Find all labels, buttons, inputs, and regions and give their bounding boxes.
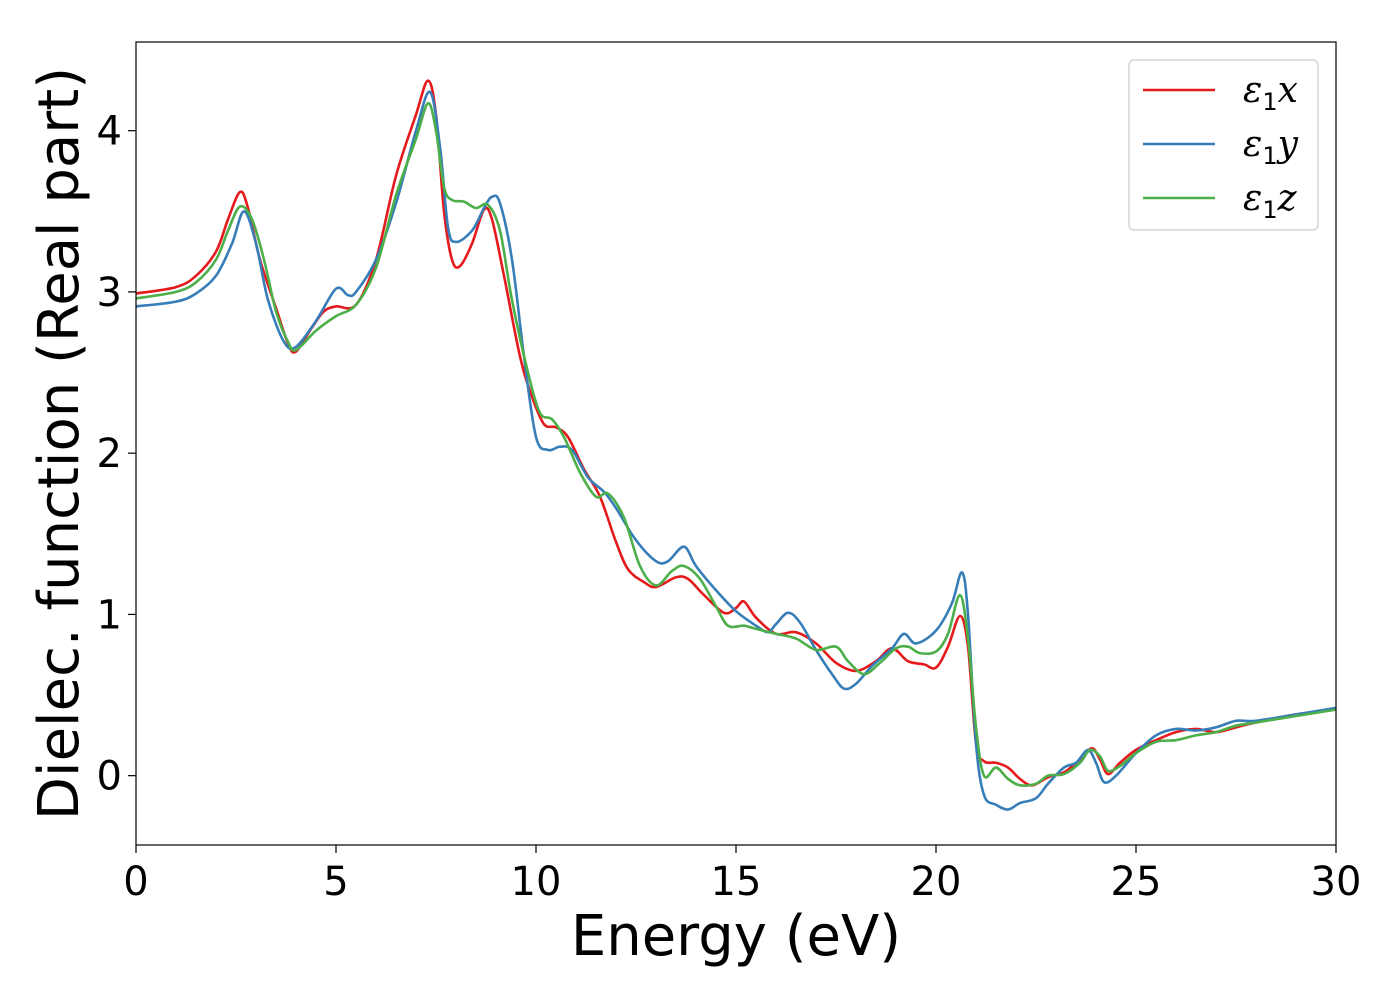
y-axis-title: Dielec. function (Real part)	[27, 67, 92, 820]
legend-box	[1128, 59, 1319, 231]
y-tick-label: 0	[97, 754, 122, 800]
legend: ε1x ε1y ε1z	[1128, 59, 1319, 231]
x-tick-label: 30	[1311, 859, 1362, 905]
y-tick-label: 4	[97, 109, 122, 155]
legend-label-y: ε1y	[1243, 124, 1299, 170]
y-tick-label: 2	[97, 431, 122, 477]
x-tick-label: 10	[511, 859, 562, 905]
x-tick-label: 25	[1111, 859, 1162, 905]
axis-ticks: 0 5 10 15 20 25 30 0 1 2 3 4	[97, 109, 1362, 905]
series-layer	[136, 79, 1336, 811]
legend-label-z: ε1z	[1243, 178, 1298, 224]
x-axis-title: Energy (eV)	[571, 904, 901, 969]
series-line-z	[136, 102, 1336, 787]
y-tick-label: 1	[97, 592, 122, 638]
series-line-y	[136, 90, 1336, 811]
x-tick-label: 5	[323, 859, 348, 905]
x-tick-label: 0	[123, 859, 148, 905]
legend-label-x: ε1x	[1243, 70, 1298, 116]
x-tick-label: 20	[911, 859, 962, 905]
y-tick-label: 3	[97, 270, 122, 316]
x-tick-label: 15	[711, 859, 762, 905]
